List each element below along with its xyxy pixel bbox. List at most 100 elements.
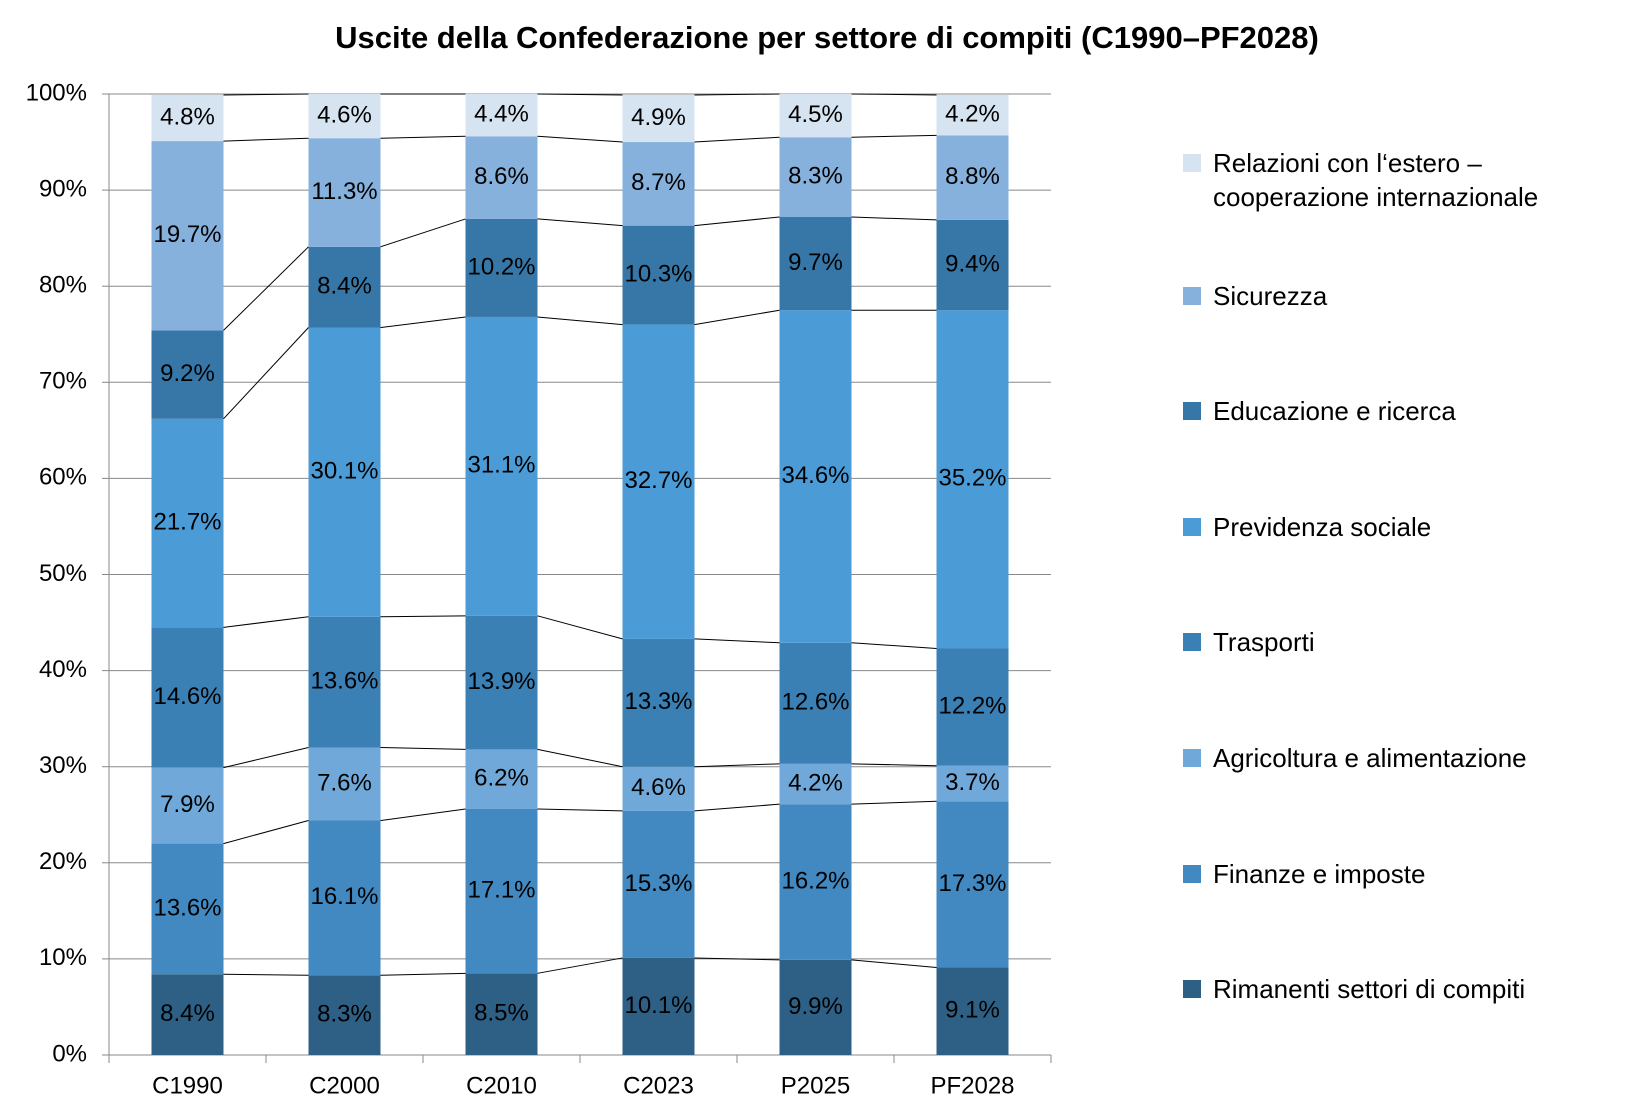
- series-line: [380, 135, 466, 139]
- bar-segment: [308, 820, 381, 976]
- y-tick-label: 90%: [39, 175, 87, 202]
- value-label: 3.7%: [945, 769, 1000, 796]
- value-label: 9.7%: [788, 249, 843, 276]
- bar-segment: [936, 135, 1009, 220]
- value-label: 9.1%: [945, 997, 1000, 1024]
- bar-segment: [622, 324, 695, 639]
- value-label: 17.1%: [467, 876, 535, 903]
- value-label: 13.3%: [624, 688, 692, 715]
- series-line: [537, 93, 623, 96]
- legend-swatch: [1183, 154, 1201, 172]
- bar-segment: [622, 225, 695, 325]
- value-label: 8.3%: [317, 1000, 372, 1027]
- value-label: 4.5%: [788, 101, 843, 128]
- value-label: 16.2%: [781, 867, 849, 894]
- y-tick-label: 80%: [39, 272, 87, 299]
- bar-segment: [779, 217, 852, 311]
- value-label: 16.1%: [310, 883, 378, 910]
- value-label: 13.9%: [467, 668, 535, 695]
- series-line: [380, 972, 466, 976]
- series-line: [851, 216, 937, 221]
- bar-segment: [936, 801, 1009, 968]
- value-label: 17.3%: [938, 870, 1006, 897]
- value-label: 9.2%: [160, 360, 215, 387]
- bar-segment: [151, 94, 224, 142]
- bar-segment: [465, 136, 538, 219]
- x-tick-label: C2023: [623, 1072, 694, 1099]
- x-tick-label: C2000: [309, 1072, 380, 1099]
- series-line: [537, 808, 623, 812]
- bar-segment: [308, 616, 381, 748]
- value-label: 8.7%: [631, 169, 686, 196]
- bar-segment: [308, 327, 381, 617]
- bar-segment: [151, 418, 224, 628]
- series-line: [694, 803, 780, 812]
- value-label: 8.8%: [945, 163, 1000, 190]
- legend-swatch: [1183, 517, 1201, 536]
- series-line: [223, 137, 309, 142]
- value-label: 8.6%: [474, 163, 529, 190]
- bar-segment: [308, 138, 381, 247]
- legend-item: Relazioni con l‘estero – cooperazione in…: [1183, 146, 1603, 214]
- series-line: [851, 800, 937, 805]
- value-label: 13.6%: [153, 894, 221, 921]
- value-label: 6.2%: [474, 765, 529, 792]
- bar-segment: [465, 615, 538, 750]
- value-label: 13.6%: [310, 667, 378, 694]
- bar-segment: [465, 973, 538, 1055]
- value-label: 21.7%: [153, 508, 221, 535]
- series-line: [851, 959, 937, 969]
- series-line: [380, 218, 466, 248]
- value-label: 32.7%: [624, 467, 692, 494]
- value-label: 34.6%: [781, 462, 849, 489]
- series-line: [694, 93, 780, 96]
- value-label: 8.3%: [788, 162, 843, 189]
- legend-item: Finanze e imposte: [1183, 857, 1603, 891]
- bar-segment: [779, 763, 852, 805]
- value-label: 7.6%: [317, 769, 372, 796]
- series-line: [694, 763, 780, 768]
- y-tick-label: 50%: [39, 560, 87, 587]
- bar-segment: [151, 627, 224, 768]
- series-line: [537, 615, 623, 640]
- x-tick-label: P2025: [781, 1072, 850, 1099]
- series-line: [694, 957, 780, 961]
- legend-label: Relazioni con l‘estero – cooperazione in…: [1213, 148, 1539, 212]
- value-label: 8.5%: [474, 1000, 529, 1027]
- legend-item: Educazione e ricerca: [1183, 394, 1603, 428]
- value-label: 12.2%: [938, 692, 1006, 719]
- series-line: [537, 316, 623, 326]
- series-line: [380, 615, 466, 618]
- value-label: 30.1%: [310, 457, 378, 484]
- value-label: 12.6%: [781, 689, 849, 716]
- legend-item: Rimanenti settori di compiti: [1183, 972, 1603, 1006]
- y-tick-label: 10%: [39, 944, 87, 971]
- legend-label: Agricoltura e alimentazione: [1213, 743, 1527, 773]
- bar-segment: [308, 94, 381, 139]
- y-tick-label: 100%: [26, 79, 87, 106]
- value-label: 4.4%: [474, 100, 529, 127]
- bar-segment: [622, 957, 695, 1055]
- series-line: [694, 309, 780, 326]
- value-label: 15.3%: [624, 870, 692, 897]
- y-tick-label: 40%: [39, 656, 87, 683]
- series-line: [851, 134, 937, 138]
- series-line: [851, 642, 937, 649]
- bar-segment: [308, 747, 381, 821]
- bar-segment: [308, 246, 381, 328]
- legend-label: Sicurezza: [1213, 280, 1328, 311]
- series-line: [537, 748, 623, 768]
- bar-segment: [622, 142, 695, 226]
- legend-label: Finanze e imposte: [1213, 858, 1426, 889]
- bar-segment: [936, 310, 1009, 649]
- series-line: [380, 808, 466, 822]
- legend-label: Rimanenti settori di compiti: [1213, 974, 1526, 1005]
- bar-segment: [151, 843, 224, 975]
- bar-segment: [151, 767, 224, 844]
- value-label: 8.4%: [317, 273, 372, 300]
- series-line: [380, 316, 466, 329]
- series-line: [223, 616, 309, 628]
- series-line: [851, 763, 937, 767]
